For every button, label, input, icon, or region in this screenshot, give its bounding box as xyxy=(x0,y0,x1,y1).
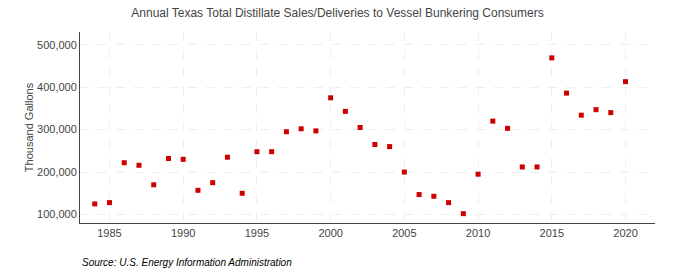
svg-text:2015: 2015 xyxy=(540,227,564,239)
svg-text:2005: 2005 xyxy=(392,227,416,239)
svg-text:1990: 1990 xyxy=(171,227,195,239)
svg-text:300,000: 300,000 xyxy=(37,123,77,135)
svg-text:Thousand Gallons: Thousand Gallons xyxy=(23,82,35,172)
svg-text:100,000: 100,000 xyxy=(37,208,77,220)
svg-text:Source: U.S. Energy Informatio: Source: U.S. Energy Information Administ… xyxy=(82,257,292,268)
svg-text:2010: 2010 xyxy=(466,227,490,239)
svg-text:2020: 2020 xyxy=(613,227,637,239)
svg-text:400,000: 400,000 xyxy=(37,81,77,93)
svg-text:Annual Texas Total Distillate: Annual Texas Total Distillate Sales/Deli… xyxy=(131,6,543,20)
svg-text:2000: 2000 xyxy=(318,227,342,239)
svg-text:1985: 1985 xyxy=(97,227,121,239)
svg-text:500,000: 500,000 xyxy=(37,39,77,51)
svg-text:200,000: 200,000 xyxy=(37,166,77,178)
svg-text:1995: 1995 xyxy=(245,227,269,239)
